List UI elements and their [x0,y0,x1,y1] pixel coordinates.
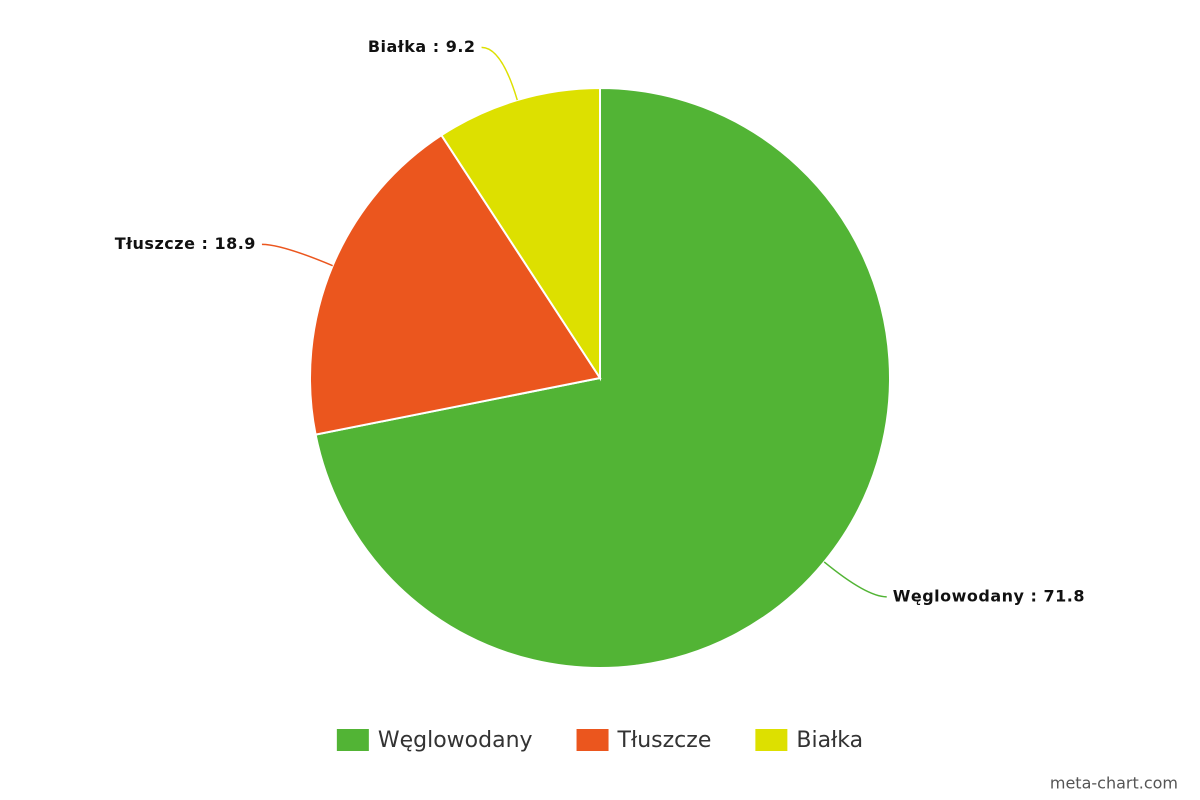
legend: Węglowodany Tłuszcze Białka [336,728,863,753]
pie-slice [309,133,602,436]
data-label: Białka : 9.2 [368,37,476,56]
legend-label: Tłuszcze [617,728,712,753]
pie-slice [440,86,601,382]
legend-label: Białka [796,728,863,753]
leader-line [261,243,333,267]
pie-slice [314,86,891,669]
credit: meta-chart.com [1050,774,1178,793]
legend-swatch [576,729,609,751]
data-label: Węglowodany : 71.8 [893,586,1085,605]
leader-line [823,561,887,598]
legend-swatch [755,729,788,751]
legend-label: Węglowodany [378,728,533,753]
leader-line [481,46,518,101]
data-label: Tłuszcze : 18.9 [115,234,256,253]
legend-swatch [336,729,369,751]
